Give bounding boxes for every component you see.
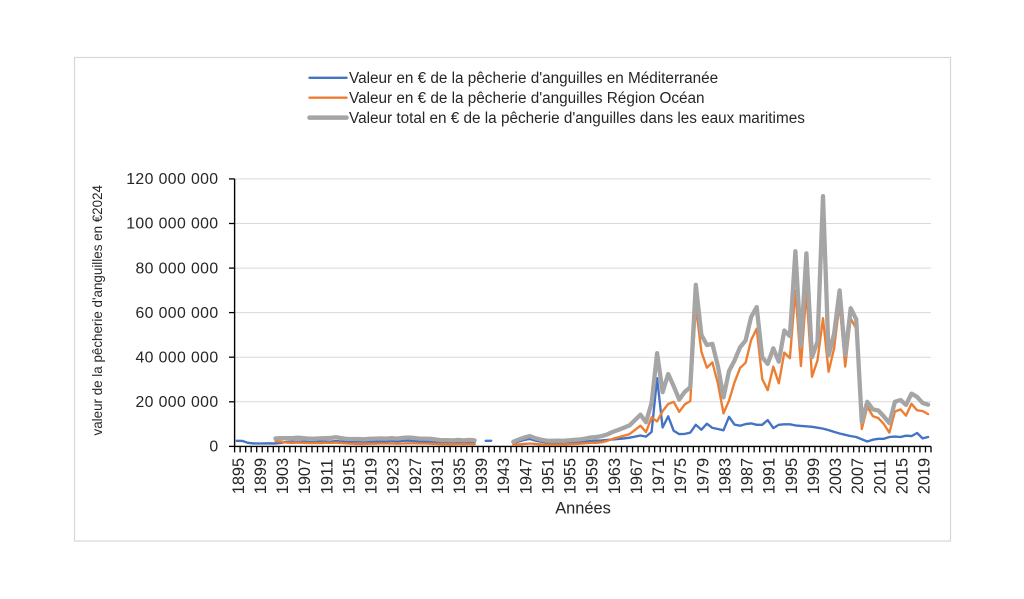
svg-text:1999: 1999: [805, 458, 823, 494]
svg-text:120 000 000: 120 000 000: [126, 171, 218, 188]
svg-text:1915: 1915: [340, 458, 358, 494]
svg-text:1975: 1975: [672, 458, 690, 494]
svg-text:1983: 1983: [717, 458, 735, 494]
svg-text:Valeur en € de la pêcherie d'a: Valeur en € de la pêcherie d'anguilles R…: [349, 90, 705, 107]
svg-text:1963: 1963: [606, 458, 624, 494]
svg-text:valeur de la pêcherie d'anguil: valeur de la pêcherie d'anguilles en €20…: [90, 184, 105, 435]
svg-text:Valeur total en € de la pêcher: Valeur total en € de la pêcherie d'angui…: [349, 110, 805, 127]
svg-text:40 000 000: 40 000 000: [135, 349, 218, 366]
svg-text:2007: 2007: [849, 458, 867, 494]
svg-text:1995: 1995: [783, 458, 801, 494]
svg-text:1935: 1935: [451, 458, 469, 494]
svg-text:1931: 1931: [429, 458, 447, 494]
svg-text:1943: 1943: [495, 458, 513, 494]
svg-text:2015: 2015: [894, 458, 912, 494]
svg-text:1895: 1895: [230, 458, 248, 494]
svg-text:1919: 1919: [363, 458, 381, 494]
svg-text:60 000 000: 60 000 000: [135, 305, 218, 322]
svg-text:1959: 1959: [584, 458, 602, 494]
svg-text:20 000 000: 20 000 000: [135, 394, 218, 411]
svg-text:1971: 1971: [650, 458, 668, 494]
svg-text:1991: 1991: [761, 458, 779, 494]
svg-text:2003: 2003: [827, 458, 845, 494]
svg-text:2011: 2011: [871, 459, 889, 494]
svg-text:1939: 1939: [473, 458, 491, 494]
svg-text:0: 0: [209, 439, 218, 456]
svg-text:1955: 1955: [562, 458, 580, 494]
svg-text:1907: 1907: [296, 458, 314, 494]
svg-text:1911: 1911: [318, 459, 336, 494]
svg-text:1899: 1899: [252, 458, 270, 494]
svg-text:1967: 1967: [628, 458, 646, 494]
svg-text:1903: 1903: [274, 458, 292, 494]
svg-text:1947: 1947: [517, 458, 535, 494]
svg-text:1951: 1951: [540, 458, 558, 494]
svg-text:1979: 1979: [694, 458, 712, 494]
svg-text:1987: 1987: [739, 458, 757, 494]
svg-text:Années: Années: [555, 500, 611, 518]
svg-text:1923: 1923: [385, 458, 403, 494]
svg-text:2019: 2019: [916, 458, 934, 494]
svg-text:Valeur en € de la pêcherie d'a: Valeur en € de la pêcherie d'anguilles e…: [349, 70, 718, 87]
svg-text:80 000 000: 80 000 000: [135, 260, 218, 277]
svg-text:1927: 1927: [407, 458, 425, 494]
svg-text:100 000 000: 100 000 000: [126, 216, 218, 233]
